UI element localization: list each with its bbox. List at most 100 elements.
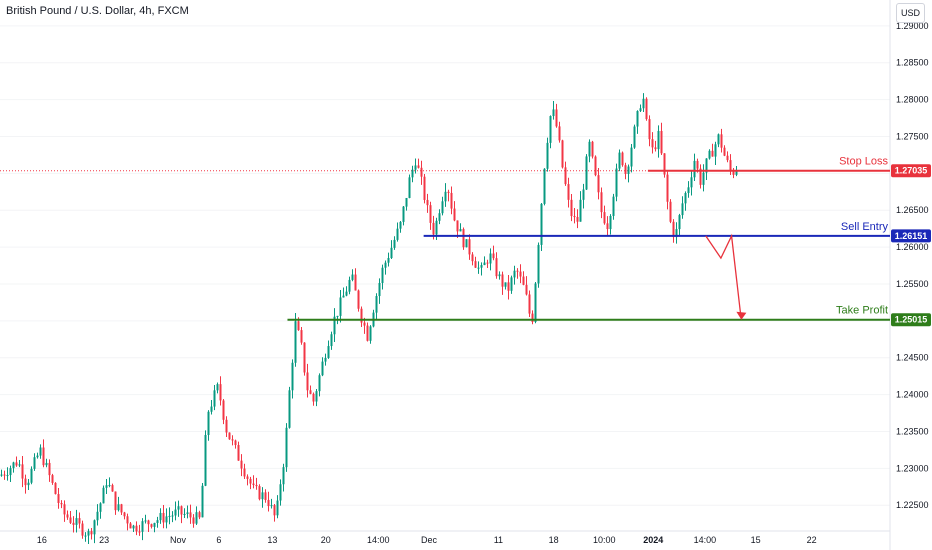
currency-button[interactable]: USD <box>896 3 925 23</box>
candle-body <box>3 474 6 476</box>
candle-body <box>597 175 600 193</box>
candle-body <box>441 201 444 214</box>
candle-body <box>216 384 219 391</box>
candle-body <box>552 109 555 117</box>
candle-body <box>159 512 162 521</box>
candle-body <box>630 147 633 167</box>
candle-body <box>189 512 192 518</box>
candle-body <box>246 476 249 479</box>
y-tick-label: 1.25500 <box>896 279 929 289</box>
candle-body <box>573 216 576 218</box>
candle-body <box>48 462 51 476</box>
candle-body <box>645 98 648 120</box>
candle-body <box>399 221 402 229</box>
take-profit-price-text: 1.25015 <box>895 315 928 325</box>
candle-body <box>222 400 225 420</box>
candle-body <box>279 484 282 501</box>
x-tick-label: 20 <box>321 535 331 545</box>
y-tick-label: 1.29000 <box>896 21 929 31</box>
candle-body <box>318 375 321 392</box>
candle-body <box>699 168 702 185</box>
candle-body <box>432 222 435 235</box>
candle-body <box>456 220 459 232</box>
candle-body <box>603 212 606 224</box>
candle-body <box>606 223 609 230</box>
candle-body <box>114 491 117 511</box>
candle-body <box>36 455 39 458</box>
stop-loss-price-tag <box>891 164 931 178</box>
candle-body <box>90 531 93 535</box>
candle-body <box>663 153 666 175</box>
candle-body <box>291 362 294 391</box>
sell-entry-label: Sell Entry <box>841 221 889 233</box>
candle-body <box>714 144 717 157</box>
price-axis[interactable]: 1.290001.285001.280001.275001.270001.265… <box>896 21 929 510</box>
candle-body <box>285 427 288 468</box>
candlestick-series[interactable] <box>0 93 738 545</box>
candle-body <box>672 221 675 238</box>
candle-body <box>207 411 210 435</box>
candle-body <box>537 244 540 284</box>
projected-path-arrow[interactable] <box>705 233 742 316</box>
candle-body <box>33 457 36 469</box>
candle-body <box>690 177 693 188</box>
candle-body <box>240 460 243 469</box>
candle-body <box>60 503 63 505</box>
candle-body <box>267 499 270 507</box>
candle-body <box>204 434 207 486</box>
stop-loss-price-text: 1.27035 <box>895 166 928 176</box>
candle-body <box>591 141 594 157</box>
candle-body <box>510 277 513 291</box>
y-tick-label: 1.28000 <box>896 95 929 105</box>
candle-body <box>150 524 153 527</box>
candle-body <box>12 462 15 469</box>
candle-body <box>93 520 96 535</box>
chart-title: British Pound / U.S. Dollar, 4h, FXCM <box>6 5 189 17</box>
candle-body <box>531 313 534 322</box>
candle-body <box>321 361 324 376</box>
candle-body <box>231 439 234 441</box>
candle-body <box>306 372 309 391</box>
candle-body <box>723 147 726 156</box>
candle-body <box>342 295 345 298</box>
candle-body <box>141 521 144 532</box>
candle-body <box>351 274 354 280</box>
candle-body <box>261 492 264 500</box>
candle-body <box>513 270 516 278</box>
candle-body <box>183 513 186 515</box>
candle-body <box>387 258 390 263</box>
candle-body <box>729 160 732 171</box>
candle-body <box>42 447 45 466</box>
y-tick-label: 1.26500 <box>896 205 929 215</box>
candle-body <box>333 316 336 335</box>
candle-body <box>483 262 486 266</box>
candle-body <box>138 531 141 533</box>
candle-body <box>243 468 246 477</box>
candle-body <box>171 515 174 517</box>
candle-body <box>465 239 468 248</box>
candle-body <box>24 478 27 486</box>
candle-body <box>681 203 684 216</box>
candle-body <box>420 167 423 177</box>
candle-body <box>639 108 642 112</box>
candle-body <box>192 517 195 524</box>
candle-body <box>390 247 393 259</box>
candle-body <box>213 390 216 407</box>
candle-body <box>147 520 150 525</box>
candle-body <box>711 150 714 157</box>
candle-body <box>327 346 330 358</box>
candle-body <box>549 116 552 143</box>
candle-body <box>111 485 114 492</box>
time-axis[interactable]: 16 23 Nov 6 13 20 14:00 Dec 11 18 10:00 2024 14:00 15… <box>37 535 817 545</box>
candle-body <box>153 522 156 527</box>
stop-loss-label: Stop Loss <box>839 156 888 168</box>
candle-body <box>708 150 711 159</box>
candle-body <box>651 139 654 148</box>
candle-body <box>447 191 450 193</box>
candle-body <box>297 321 300 331</box>
candle-body <box>489 253 492 264</box>
candle-body <box>276 500 279 516</box>
candle-body <box>348 279 351 292</box>
candle-body <box>81 523 84 536</box>
